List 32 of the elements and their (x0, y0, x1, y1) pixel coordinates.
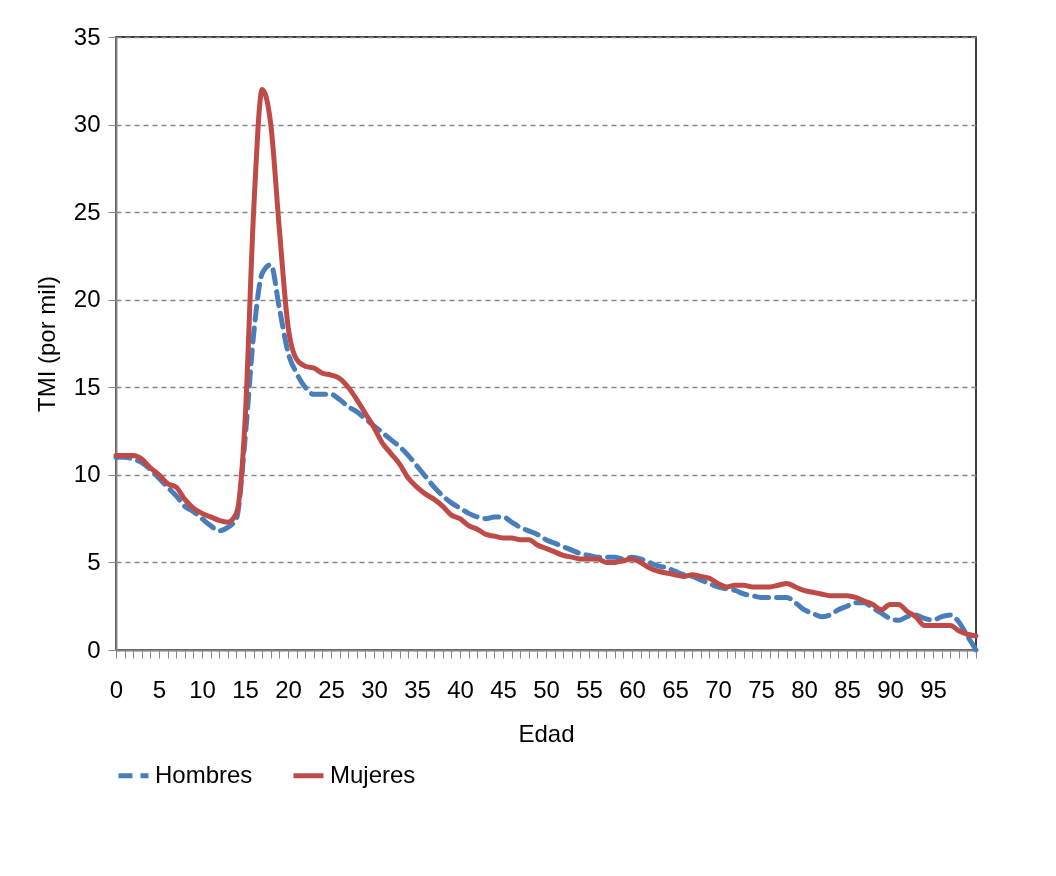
y-tick-label: 35 (73, 22, 101, 50)
y-tick-label: 30 (73, 110, 101, 138)
x-tick-label: 15 (232, 675, 259, 703)
x-tick-label: 95 (920, 675, 947, 703)
y-axis-title: TMI (por mil) (32, 276, 60, 412)
y-tick-label: 0 (87, 635, 101, 663)
x-tick-label: 5 (152, 675, 167, 703)
x-tick-label: 30 (361, 675, 388, 703)
y-tick-label: 25 (73, 197, 101, 225)
x-tick-label: 90 (877, 675, 904, 703)
x-tick-label: 60 (619, 675, 646, 703)
y-tick-label: 10 (73, 460, 101, 488)
x-axis-title: Edad (518, 719, 575, 747)
y-tick-label: 20 (73, 285, 101, 313)
x-tick-label: 40 (447, 675, 474, 703)
x-tick-label: 0 (109, 675, 124, 703)
y-tick-label: 15 (73, 372, 101, 400)
x-tick-label: 10 (189, 675, 216, 703)
x-tick-label: 75 (748, 675, 775, 703)
y-tick-label: 5 (87, 547, 101, 575)
x-tick-label: 80 (791, 675, 818, 703)
x-tick-label: 25 (318, 675, 345, 703)
x-tick-label: 65 (662, 675, 689, 703)
x-tick-label: 55 (576, 675, 603, 703)
x-tick-label: 70 (705, 675, 732, 703)
x-tick-label: 20 (275, 675, 302, 703)
legend-label: Mujeres (330, 760, 416, 788)
x-tick-label: 85 (834, 675, 861, 703)
x-tick-label: 35 (404, 675, 431, 703)
x-tick-label: 45 (490, 675, 517, 703)
legend-label: Hombres (155, 760, 253, 788)
x-tick-label: 50 (533, 675, 560, 703)
